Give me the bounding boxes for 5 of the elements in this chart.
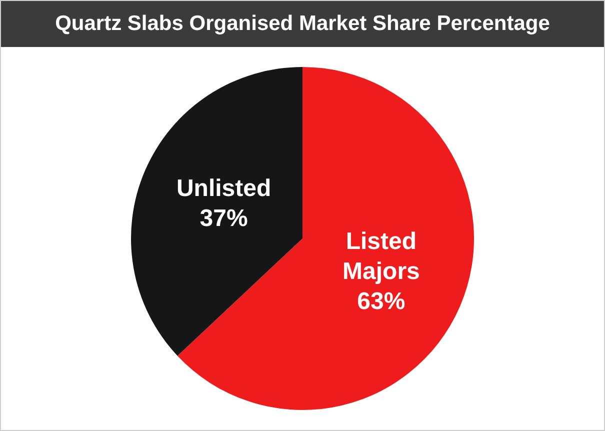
data-label: 37%: [200, 205, 248, 232]
chart-title: Quartz Slabs Organised Market Share Percentage: [1, 1, 604, 47]
slice-label: Listed Majors: [342, 228, 420, 286]
slice-label: Unlisted: [176, 175, 272, 202]
data-label: 63%: [357, 288, 406, 316]
